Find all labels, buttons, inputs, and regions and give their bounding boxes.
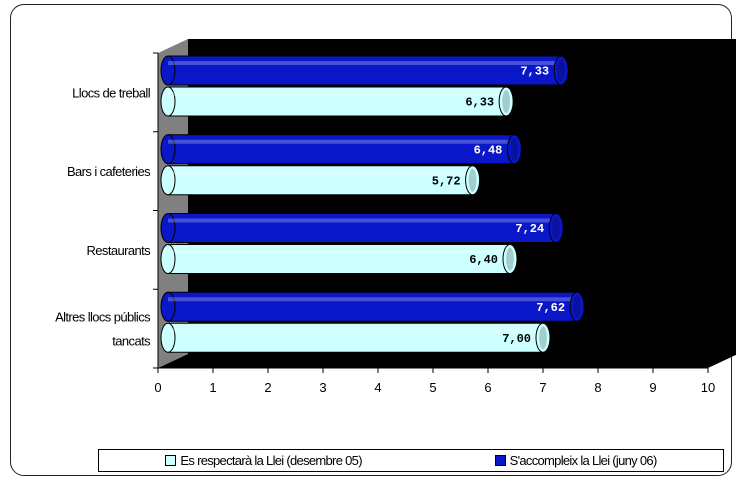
bar-desembre-2-value-label: 6,40	[469, 253, 498, 267]
bar-juny-0-left-cap	[160, 55, 176, 86]
x-tick-label: 10	[701, 380, 715, 395]
category-label-line: tancats	[112, 334, 151, 349]
bar-juny-1-left-cap	[160, 134, 176, 165]
legend-item-desembre: Es respectarà la Llei (desembre 05)	[165, 453, 363, 468]
bar-juny-0-highlight	[168, 61, 562, 65]
legend-item-juny: S'accompleix la Llei (juny 06)	[494, 453, 658, 468]
x-tick-label: 7	[539, 380, 546, 395]
bar-juny-2-end-cap	[548, 213, 564, 243]
bar-desembre-3-body	[167, 322, 544, 353]
category-label-line: Llocs de treball	[72, 85, 151, 100]
bar-desembre-2: 6,40	[160, 244, 518, 274]
x-tick-label: 4	[374, 380, 381, 395]
bar-desembre-3-end-shade	[539, 326, 547, 350]
x-tick-label: 2	[264, 380, 271, 395]
bar-juny-2: 7,24	[160, 213, 564, 243]
bar-desembre-1-end-shade	[468, 168, 477, 192]
legend-swatch-desembre	[165, 455, 177, 466]
bar-juny-1: 6,48	[160, 134, 522, 165]
bar-desembre-2-end-shade	[506, 247, 514, 271]
bar-juny-2-highlight	[168, 218, 557, 223]
x-tick-label: 0	[154, 380, 161, 395]
bar-juny-3-body	[167, 291, 578, 322]
bar-desembre-2-body	[167, 244, 511, 274]
x-tick-label: 8	[594, 380, 601, 395]
bar-juny-3-highlight	[168, 297, 578, 302]
category-label: Restaurants	[87, 243, 152, 258]
bar-juny-3-value-label: 7,62	[536, 301, 565, 315]
category-label: Altres llocs públics tancats	[55, 310, 151, 349]
bar-juny-2-body	[167, 213, 557, 243]
bar-desembre-1-body	[167, 165, 474, 196]
legend: Es respectarà la Llei (desembre 05) S'ac…	[98, 449, 724, 472]
bar-desembre-0-left-cap	[160, 86, 176, 117]
bar-desembre-3-left-cap	[160, 322, 176, 353]
bar-juny-2-value-label: 7,24	[515, 222, 544, 236]
bar-desembre-2-end-cap	[502, 244, 518, 274]
bar-desembre-1-highlight	[168, 170, 473, 175]
bar-juny-3-end-shade	[573, 295, 581, 319]
legend-label-juny: S'accompleix la Llei (juny 06)	[509, 453, 658, 468]
x-tick-label: 6	[484, 380, 491, 395]
bar-juny-1-end-shade	[510, 137, 519, 161]
bar-desembre-0-highlight	[168, 92, 507, 96]
bar-juny-1-body	[167, 134, 515, 165]
bar-desembre-0: 6,33	[160, 86, 514, 117]
category-label-line: Restaurants	[87, 243, 152, 258]
bar-juny-3-left-cap	[160, 291, 176, 322]
category-label: Llocs de treball	[72, 85, 151, 100]
bar-juny-0-end-shade	[557, 59, 566, 82]
bar-juny-3-end-cap	[569, 291, 585, 322]
bar-desembre-0-end-cap	[498, 86, 514, 117]
bar-juny-1-end-cap	[506, 134, 522, 165]
bar-desembre-2-highlight	[168, 249, 510, 254]
x-tick-label: 3	[319, 380, 326, 395]
bar-desembre-1-value-label: 5,72	[432, 174, 461, 188]
back-wall	[188, 39, 736, 354]
floor	[158, 354, 736, 368]
bar-juny-2-left-cap	[160, 213, 176, 243]
legend-label-desembre: Es respectarà la Llei (desembre 05)	[180, 453, 362, 468]
category-label: Bars i cafeteries	[67, 164, 151, 179]
bar-desembre-1-left-cap	[160, 165, 176, 196]
bar-desembre-3-end-cap	[535, 322, 551, 353]
bar-desembre-0-body	[167, 86, 507, 117]
category-label-line: Bars i cafeteries	[67, 164, 151, 179]
side-wall	[158, 39, 188, 368]
bar-juny-1-highlight	[168, 139, 515, 144]
legend-swatch-juny	[494, 455, 506, 466]
x-tick-label: 9	[649, 380, 656, 395]
bar-desembre-3-highlight	[168, 328, 543, 333]
bar-desembre-0-value-label: 6,33	[465, 96, 494, 110]
category-label-line: Altres llocs públics	[55, 310, 151, 325]
bar-juny-0-body	[167, 55, 562, 86]
bar-juny-0-end-cap	[553, 55, 569, 86]
bar-desembre-1: 5,72	[160, 165, 481, 196]
x-tick-label: 1	[209, 380, 216, 395]
bar-juny-0-value-label: 7,33	[520, 65, 549, 79]
x-tick-label: 5	[429, 380, 436, 395]
bar-desembre-1-end-cap	[465, 165, 481, 196]
bar-desembre-0-end-shade	[502, 90, 510, 113]
bar-desembre-2-left-cap	[160, 244, 176, 274]
bar-juny-3: 7,62	[160, 291, 585, 322]
bar-juny-1-value-label: 6,48	[474, 143, 503, 157]
bar-juny-0: 7,33	[160, 55, 569, 86]
bar-desembre-3: 7,00	[160, 322, 551, 353]
bar-juny-2-end-shade	[552, 216, 561, 240]
bar-desembre-3-value-label: 7,00	[502, 332, 531, 346]
